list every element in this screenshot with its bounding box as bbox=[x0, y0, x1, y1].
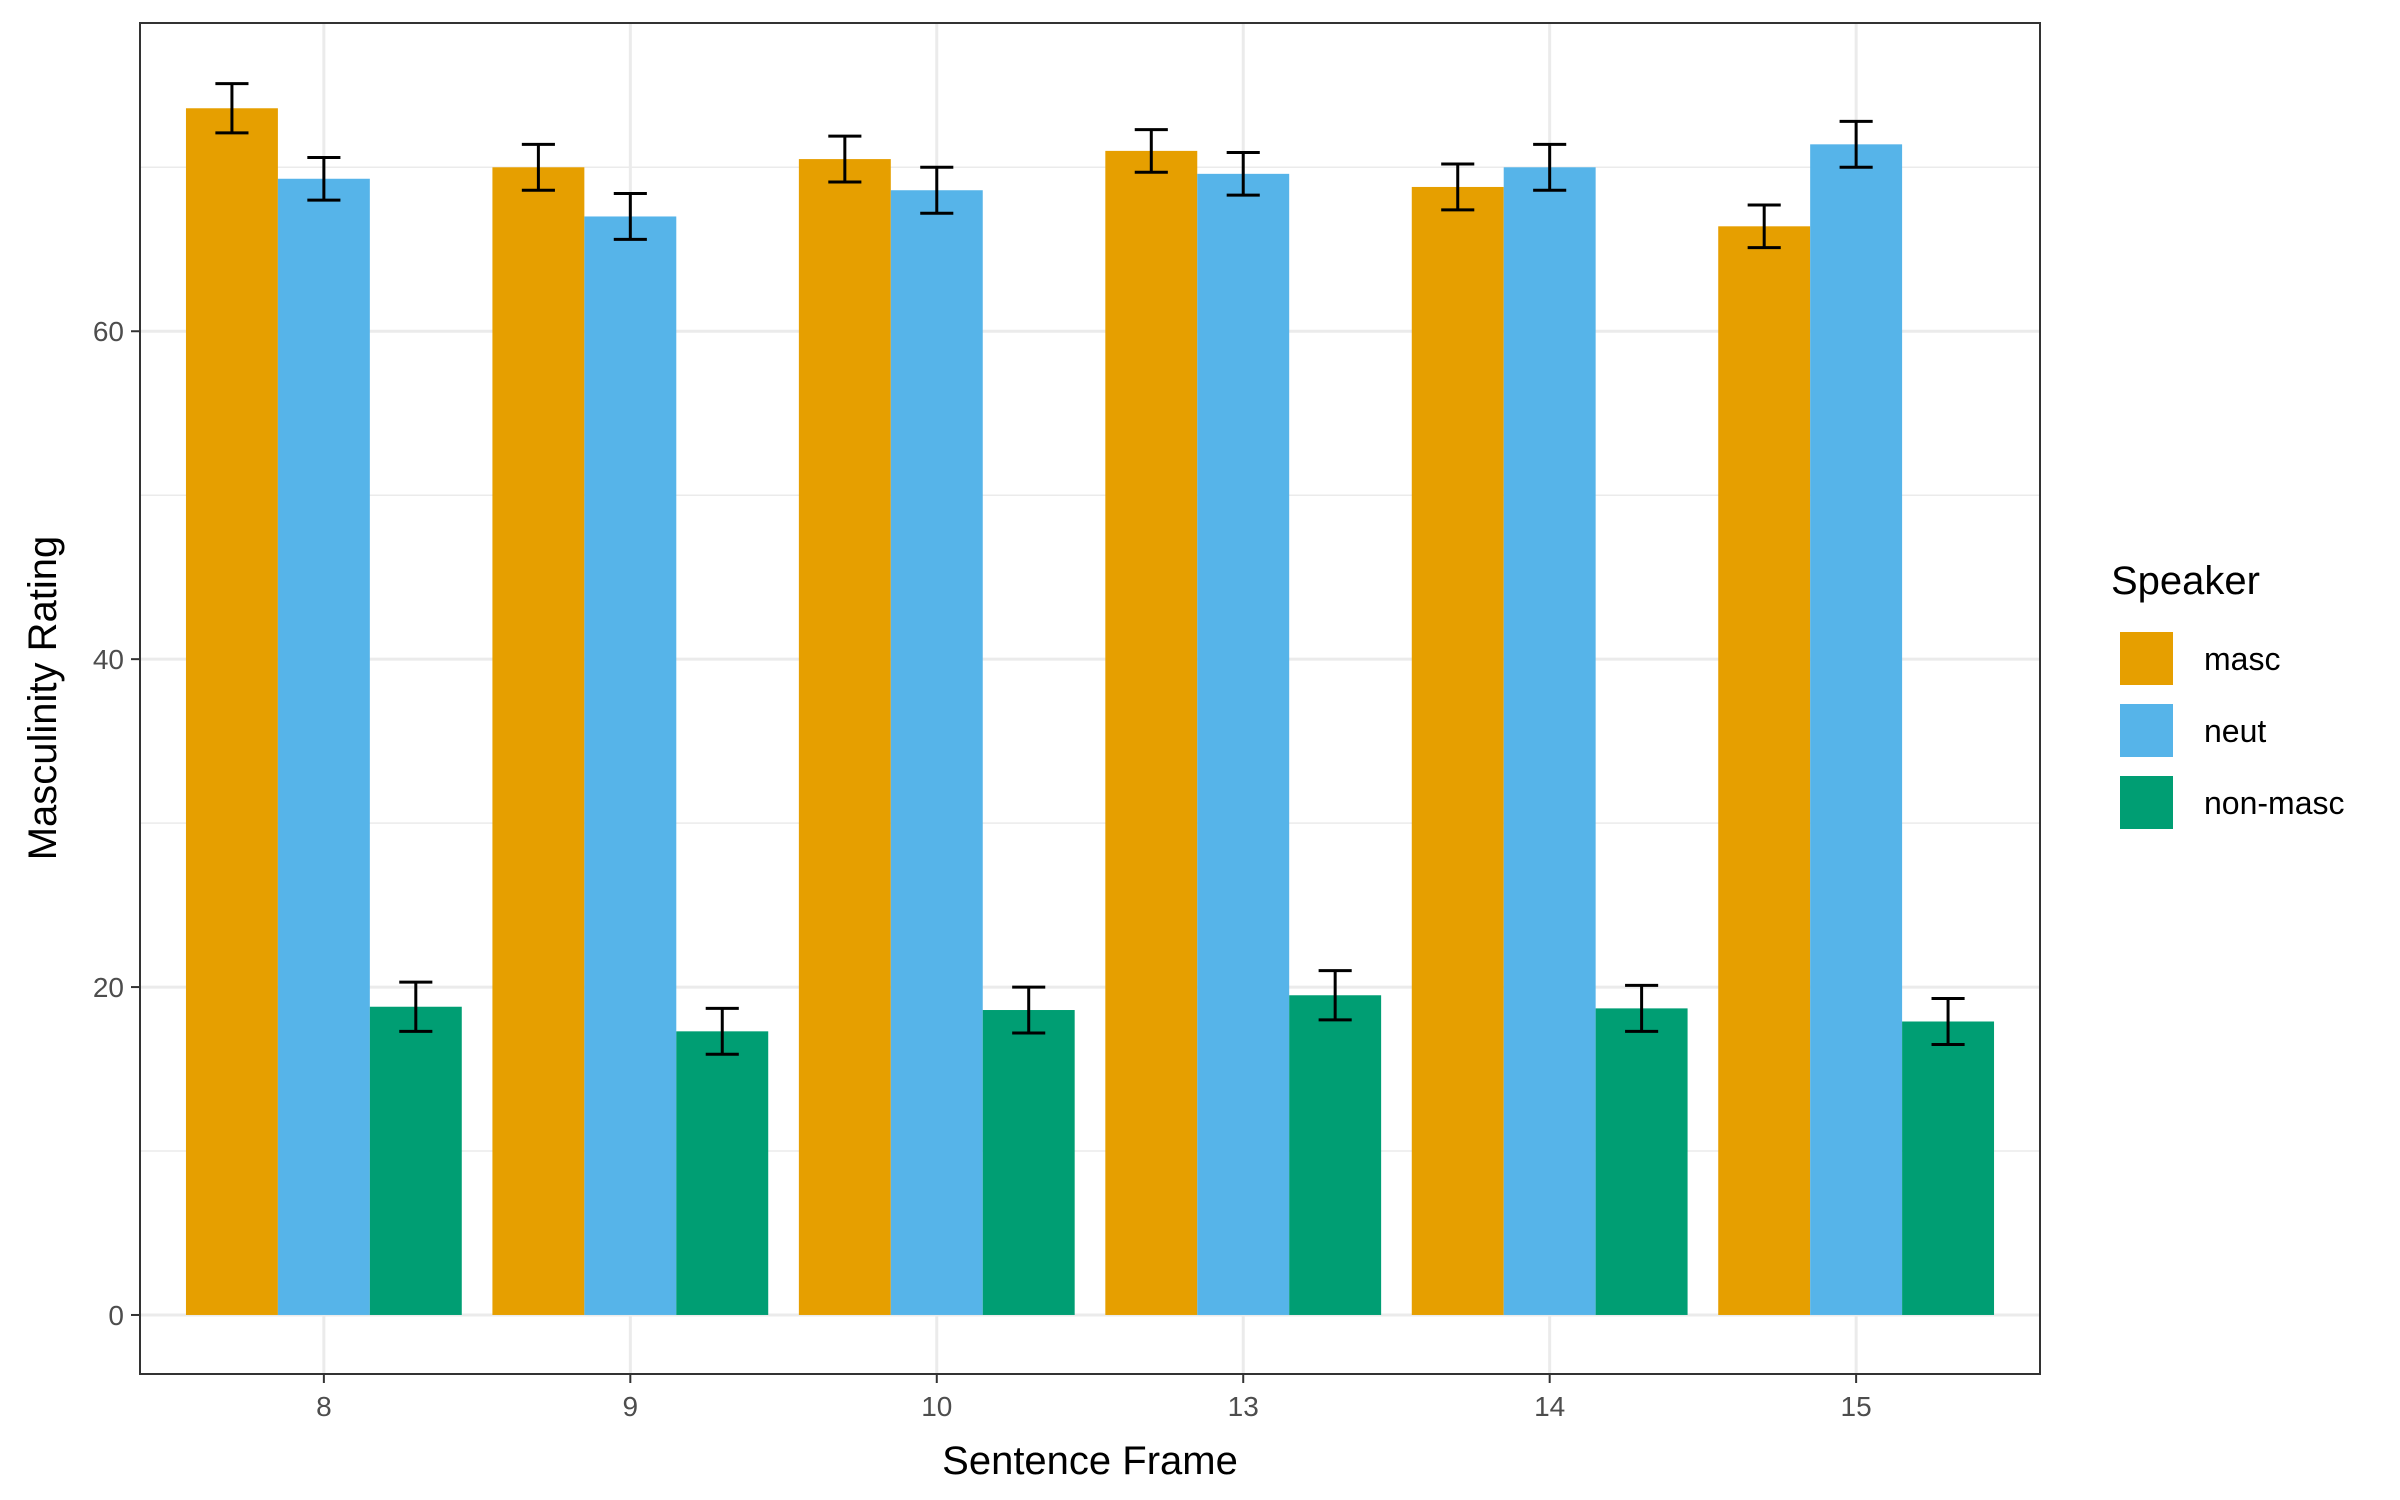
error-bar-non-masc-15 bbox=[1931, 997, 1965, 1046]
bar-neut-10 bbox=[890, 190, 983, 1315]
bar-neut-15 bbox=[1810, 144, 1903, 1315]
legend-item-neut: neut bbox=[2120, 704, 2266, 757]
error-bar-non-masc-14 bbox=[1625, 983, 1659, 1033]
bar-non-masc-9 bbox=[676, 1031, 769, 1315]
error-bar-masc-14 bbox=[1441, 162, 1475, 212]
bar-non-masc-10 bbox=[982, 1010, 1075, 1315]
bar-masc-13 bbox=[1105, 150, 1198, 1315]
legend-label: non-masc bbox=[2204, 785, 2345, 821]
legend-item-non-masc: non-masc bbox=[2120, 776, 2345, 829]
bar-non-masc-14 bbox=[1595, 1008, 1688, 1315]
error-bar-non-masc-10 bbox=[1012, 985, 1046, 1035]
legend-label: masc bbox=[2204, 641, 2280, 677]
bar-masc-15 bbox=[1718, 226, 1811, 1315]
error-bar-neut-8 bbox=[307, 155, 341, 202]
error-bar-neut-10 bbox=[920, 165, 954, 215]
error-bar-neut-9 bbox=[613, 192, 647, 241]
x-tick-label: 14 bbox=[1534, 1391, 1565, 1422]
error-bar-masc-10 bbox=[828, 134, 862, 184]
bar-neut-8 bbox=[277, 178, 370, 1315]
error-bar-neut-14 bbox=[1533, 142, 1567, 192]
x-tick-label: 9 bbox=[623, 1391, 639, 1422]
error-bar-neut-15 bbox=[1839, 119, 1873, 169]
legend-item-masc: masc bbox=[2120, 632, 2280, 685]
legend: Speaker masc neut non-masc bbox=[2111, 559, 2345, 829]
bar-masc-8 bbox=[185, 108, 278, 1315]
bar-neut-14 bbox=[1503, 167, 1596, 1315]
plot-panel-border bbox=[139, 22, 2041, 1375]
error-bar-masc-9 bbox=[521, 142, 555, 192]
y-tick-label: 20 bbox=[93, 972, 124, 1003]
bar-non-masc-15 bbox=[1902, 1021, 1995, 1315]
y-axis-title: Masculinity Rating bbox=[21, 536, 65, 861]
error-bar-masc-13 bbox=[1134, 128, 1168, 174]
y-tick-label: 0 bbox=[108, 1300, 124, 1331]
bar-non-masc-8 bbox=[369, 1006, 462, 1315]
legend-label: neut bbox=[2204, 713, 2266, 749]
legend-swatch bbox=[2120, 632, 2173, 685]
error-bars bbox=[215, 82, 1965, 1056]
legend-items: masc neut non-masc bbox=[2120, 632, 2345, 829]
bar-masc-14 bbox=[1411, 186, 1504, 1315]
error-bar-non-masc-9 bbox=[705, 1006, 739, 1056]
axes: 0 20 40 60 8 9 10 13 14 15 bbox=[93, 316, 1872, 1422]
error-bar-neut-13 bbox=[1226, 151, 1260, 197]
legend-swatch bbox=[2120, 704, 2173, 757]
error-bar-non-masc-8 bbox=[399, 980, 433, 1033]
y-tick-label: 40 bbox=[93, 644, 124, 675]
legend-title: Speaker bbox=[2111, 559, 2260, 603]
bar-non-masc-13 bbox=[1289, 995, 1382, 1315]
error-bar-masc-8 bbox=[215, 82, 249, 135]
bar-masc-9 bbox=[492, 167, 585, 1315]
x-tick-label: 13 bbox=[1228, 1391, 1259, 1422]
bar-neut-9 bbox=[584, 216, 677, 1315]
x-tick-label: 8 bbox=[316, 1391, 332, 1422]
error-bar-masc-15 bbox=[1747, 203, 1781, 250]
y-tick-label: 60 bbox=[93, 316, 124, 347]
x-axis-title: Sentence Frame bbox=[942, 1439, 1238, 1483]
bar-neut-13 bbox=[1197, 173, 1290, 1315]
x-tick-label: 10 bbox=[921, 1391, 952, 1422]
error-bar-non-masc-13 bbox=[1318, 969, 1352, 1022]
legend-swatch bbox=[2120, 776, 2173, 829]
bars bbox=[185, 108, 1995, 1315]
x-tick-label: 15 bbox=[1841, 1391, 1872, 1422]
bar-masc-10 bbox=[798, 159, 891, 1315]
